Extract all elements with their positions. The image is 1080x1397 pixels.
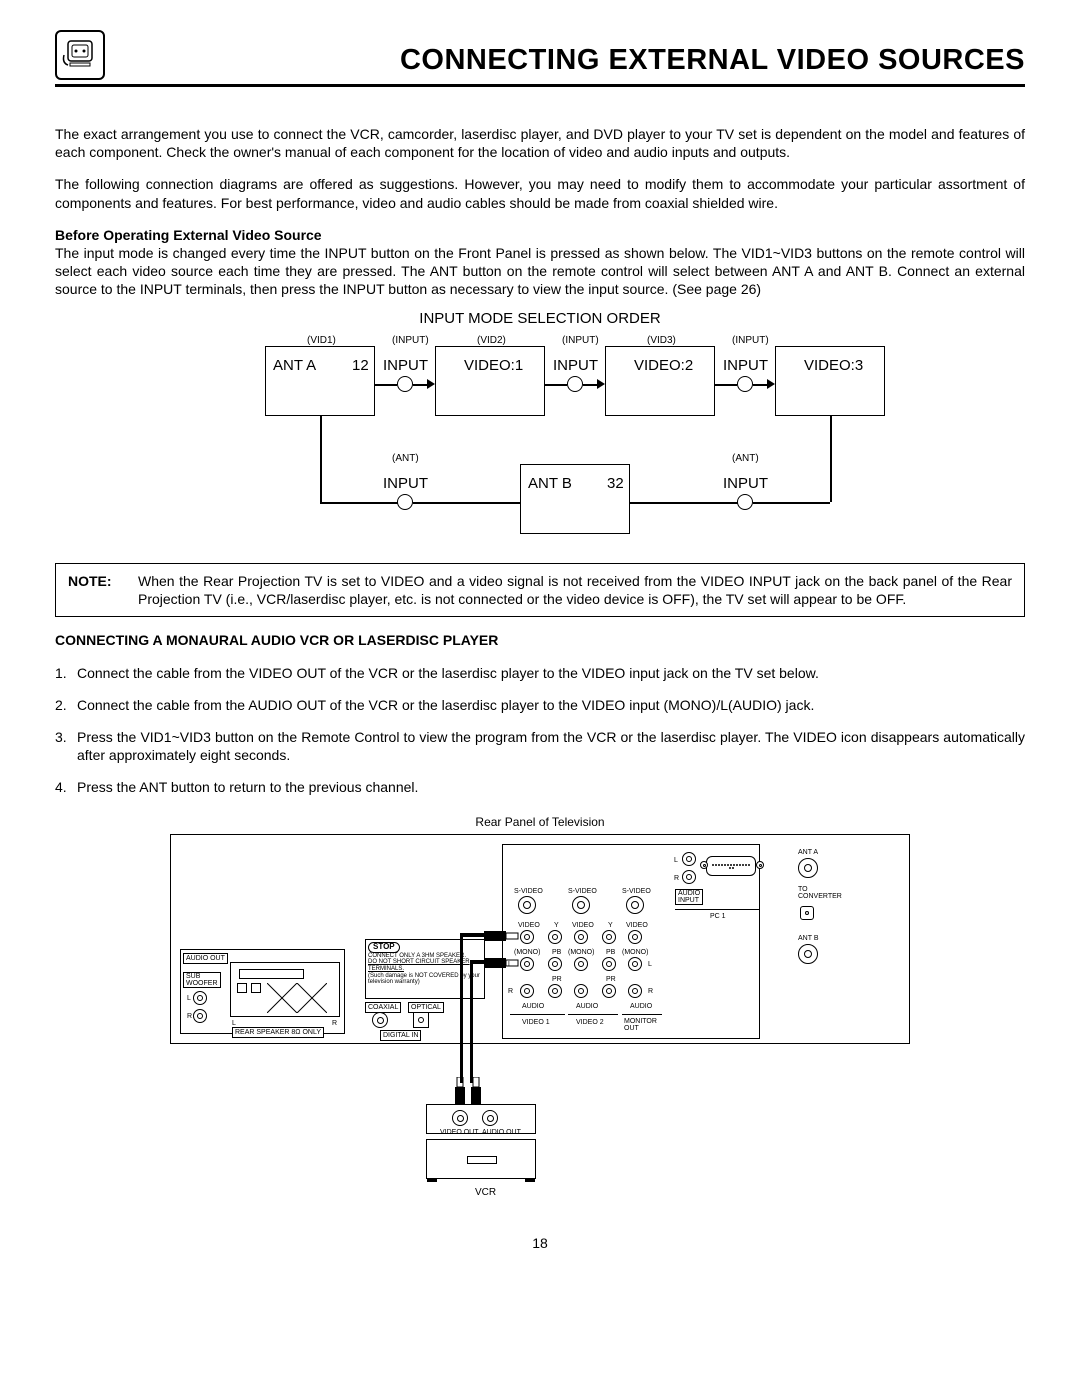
circle-4 — [397, 494, 413, 510]
title-rule — [55, 84, 1025, 87]
arrow-2 — [597, 379, 605, 389]
circle-1 — [397, 376, 413, 392]
stop-warning-box: STOP CONNECT ONLY A 3HM SPEAKER. DO NOT … — [365, 939, 485, 999]
speaker-terminal-box — [230, 962, 340, 1017]
before-text: The input mode is changed every time the… — [55, 244, 1025, 299]
arrow-1 — [427, 379, 435, 389]
vid2-small: (VID2) — [477, 334, 506, 347]
ant-a-label: ANT A — [798, 848, 818, 857]
ant-a-coax — [798, 858, 818, 878]
input-lbl-4: INPUT — [383, 474, 428, 494]
audio-input-label: AUDIOINPUT — [675, 889, 703, 905]
ant-a-label: ANT A — [273, 356, 316, 376]
coaxial-jack — [372, 1012, 388, 1028]
ant-small-1: (ANT) — [392, 452, 419, 465]
r-label: R — [187, 1012, 192, 1021]
monitor-out-label: MONITOROUT — [624, 1018, 657, 1032]
step-1: 1.Connect the cable from the VIDEO OUT o… — [55, 664, 1025, 682]
svideo-3 — [626, 896, 644, 914]
svideo-1 — [518, 896, 536, 914]
video2-label: VIDEO:2 — [634, 356, 693, 376]
intro-para-1: The exact arrangement you use to connect… — [55, 125, 1025, 161]
svideo-2 — [572, 896, 590, 914]
step-4: 4.Press the ANT button to return to the … — [55, 778, 1025, 796]
converter-port — [800, 906, 814, 920]
rear-panel-diagram: AUDIO OUT SUBWOOFER L R L R REAR SPEAKER… — [170, 834, 910, 1204]
cable-audio — [470, 960, 473, 1083]
rear-speaker-label: REAR SPEAKER 8Ω ONLY — [232, 1027, 324, 1038]
digital-in-label: DIGITAL IN — [380, 1030, 421, 1041]
ant-b-coax — [798, 944, 818, 964]
cable-plugs — [484, 928, 524, 974]
video1-label: VIDEO:1 — [464, 356, 523, 376]
num-12: 12 — [352, 356, 369, 376]
note-label: NOTE: — [68, 572, 138, 608]
video2-port-label: VIDEO 2 — [576, 1018, 604, 1027]
input-lbl-1: INPUT — [383, 356, 428, 376]
optical-jack — [413, 1012, 429, 1028]
page-title: CONNECTING EXTERNAL VIDEO SOURCES — [105, 42, 1025, 80]
l-label: L — [187, 994, 191, 1003]
vcr-label: VCR — [475, 1186, 496, 1199]
input-lbl-3: INPUT — [723, 356, 768, 376]
audio-out-label: AUDIO OUT — [183, 953, 228, 964]
intro-para-2: The following connection diagrams are of… — [55, 175, 1025, 211]
input-lbl-2: INPUT — [553, 356, 598, 376]
input-mode-flow-diagram: ANT A 12 VIDEO:1 VIDEO:2 VIDEO:3 (VID1) … — [140, 334, 940, 549]
connecting-heading: CONNECTING A MONAURAL AUDIO VCR OR LASER… — [55, 631, 1025, 649]
ant-b-label: ANT B — [798, 934, 819, 943]
vcr-audio-out-label: AUDIO OUT — [482, 1128, 521, 1137]
diagram-title: INPUT MODE SELECTION ORDER — [55, 309, 1025, 329]
step-3: 3.Press the VID1~VID3 button on the Remo… — [55, 728, 1025, 764]
rear-panel-label: Rear Panel of Television — [55, 815, 1025, 831]
vcr-body — [426, 1139, 536, 1179]
input-small-3: (INPUT) — [732, 334, 769, 347]
video3-label: VIDEO:3 — [804, 356, 863, 376]
vcr-audio-out-jack — [482, 1110, 498, 1126]
cable-plugs-vcr — [447, 1077, 487, 1107]
vcr-video-out-jack — [452, 1110, 468, 1126]
logo-icon — [55, 30, 105, 80]
step-2: 2.Connect the cable from the AUDIO OUT o… — [55, 696, 1025, 714]
jack-l — [193, 991, 207, 1005]
jack-r — [193, 1009, 207, 1023]
sub-woofer-label: SUBWOOFER — [183, 972, 221, 988]
input-small-2: (INPUT) — [562, 334, 599, 347]
page-number: 18 — [55, 1234, 1025, 1252]
input-lbl-5: INPUT — [723, 474, 768, 494]
vid3-small: (VID3) — [647, 334, 676, 347]
coaxial-label: COAXIAL — [365, 1002, 401, 1013]
vid1-small: (VID1) — [307, 334, 336, 347]
circle-3 — [737, 376, 753, 392]
note-text: When the Rear Projection TV is set to VI… — [138, 572, 1012, 608]
note-box: NOTE: When the Rear Projection TV is set… — [55, 563, 1025, 617]
arrow-3 — [767, 379, 775, 389]
before-heading: Before Operating External Video Source — [55, 226, 1025, 244]
video1-port-label: VIDEO 1 — [522, 1018, 550, 1027]
vga-port — [706, 856, 756, 876]
pc1-label: PC 1 — [710, 912, 726, 921]
input-small-1: (INPUT) — [392, 334, 429, 347]
circle-5 — [737, 494, 753, 510]
ant-b-label: ANT B — [528, 474, 572, 494]
to-converter-label: TOCONVERTER — [798, 886, 842, 900]
vcr-video-out-label: VIDEO OUT — [440, 1128, 479, 1137]
num-32: 32 — [607, 474, 624, 494]
cable-video — [460, 933, 463, 1083]
circle-2 — [567, 376, 583, 392]
ant-small-2: (ANT) — [732, 452, 759, 465]
